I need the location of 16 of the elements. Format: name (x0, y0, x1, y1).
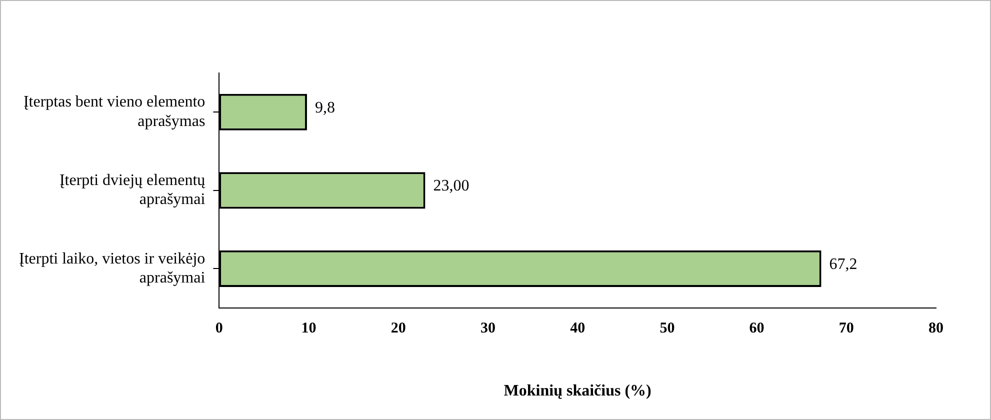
data-label: 23,00 (433, 178, 470, 195)
x-tick-label: 60 (749, 320, 764, 337)
x-tick-label: 30 (480, 320, 496, 337)
data-label: 9,8 (314, 99, 335, 116)
x-tick-label: 40 (570, 320, 586, 337)
x-tick-label: 80 (928, 320, 944, 337)
y-tick-label: Įterptas bent vieno elemento aprašymas (23, 94, 206, 130)
y-tick-label: Įterpti laiko, vietos ir veikėjo aprašymai (19, 250, 206, 286)
x-tick-label: 0 (215, 320, 223, 337)
x-tick-label: 10 (301, 320, 316, 337)
x-tick-label: 20 (390, 320, 406, 337)
x-axis-title: Mokinių skaičius (%) (504, 382, 652, 400)
x-tick-label: 50 (660, 320, 675, 337)
data-label: 67,2 (829, 256, 858, 273)
y-tick-label: Įterpti dviejų elementų aprašymai (59, 172, 206, 208)
x-tick-label: 70 (838, 320, 854, 337)
